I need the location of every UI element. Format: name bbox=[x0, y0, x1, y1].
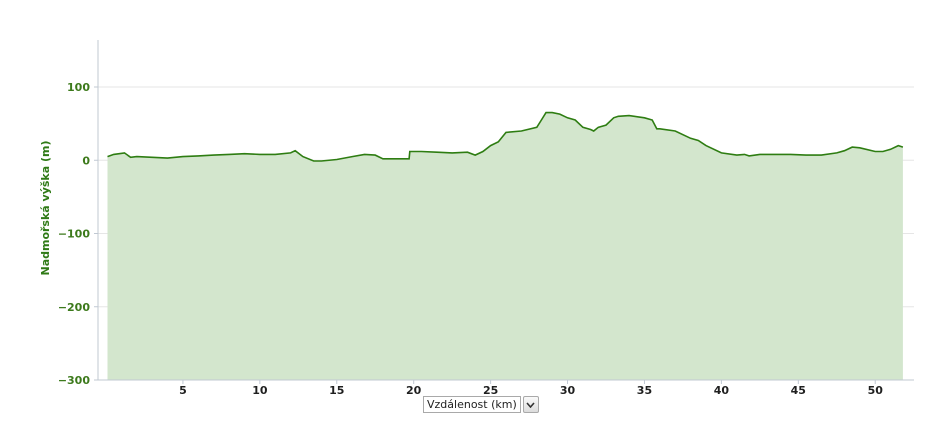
x-tick-label: 20 bbox=[406, 384, 422, 397]
x-axis-unit-select[interactable]: Vzdálenost (km) bbox=[423, 396, 539, 413]
y-tick-label: 100 bbox=[67, 81, 90, 94]
x-tick-label: 5 bbox=[179, 384, 187, 397]
y-tick-label: −200 bbox=[58, 301, 91, 314]
y-tick-labels: −300 −200 −100 0 100 bbox=[58, 81, 91, 387]
y-tick-label: −100 bbox=[58, 228, 91, 241]
y-tick-label: −300 bbox=[58, 374, 91, 387]
chevron-down-icon[interactable] bbox=[522, 396, 539, 413]
x-tick-label: 30 bbox=[560, 384, 576, 397]
x-tick-label: 45 bbox=[791, 384, 806, 397]
x-axis-unit-value[interactable]: Vzdálenost (km) bbox=[423, 396, 521, 413]
elevation-area bbox=[107, 112, 903, 380]
y-tick-label: 0 bbox=[82, 154, 90, 167]
y-axis-label: Nadmořská výška (m) bbox=[39, 140, 52, 275]
x-tick-label: 35 bbox=[637, 384, 652, 397]
x-tick-label: 25 bbox=[483, 384, 498, 397]
x-tick-label: 15 bbox=[329, 384, 344, 397]
elevation-line bbox=[107, 111, 904, 162]
x-tick-label: 50 bbox=[868, 384, 884, 397]
x-tick-label: 40 bbox=[714, 384, 730, 397]
x-tick-label: 10 bbox=[252, 384, 268, 397]
x-tick-labels: 5 10 15 20 25 30 35 40 45 50 bbox=[179, 380, 883, 397]
